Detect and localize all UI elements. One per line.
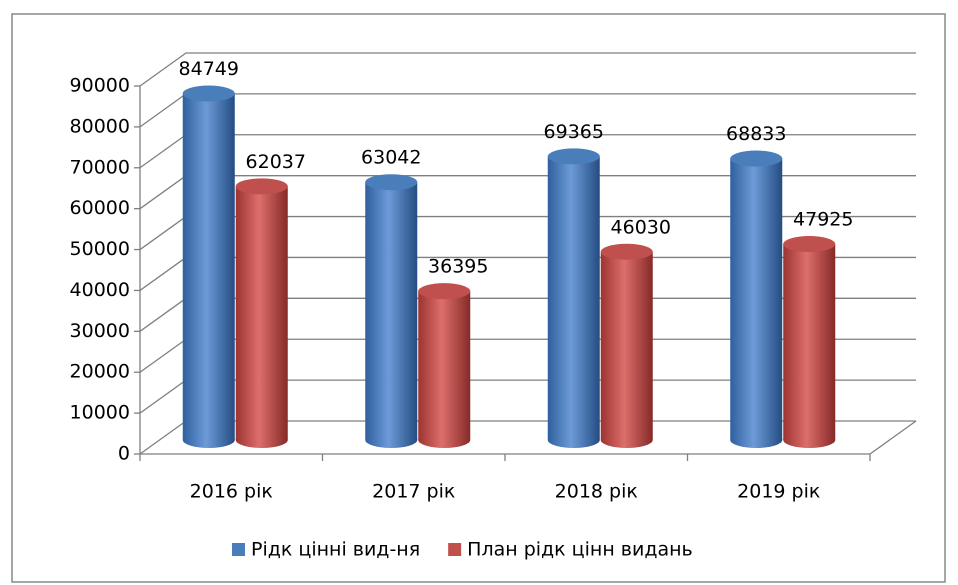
bar-body <box>547 156 600 441</box>
y-tick-label: 70000 <box>70 156 130 178</box>
bar-top <box>783 236 836 253</box>
bar <box>418 283 471 448</box>
legend-swatch <box>232 543 245 556</box>
y-tick-label: 20000 <box>70 361 130 383</box>
y-tick-label: 40000 <box>70 279 130 301</box>
y-tick-label: 30000 <box>70 320 130 342</box>
bar <box>235 178 288 448</box>
grid-line <box>139 52 916 87</box>
bar-body <box>730 158 783 441</box>
legend-swatch <box>448 543 462 556</box>
bar-top <box>235 178 288 195</box>
data-label: 69365 <box>544 121 604 143</box>
bar-top <box>418 283 471 300</box>
data-label: 47925 <box>793 209 853 231</box>
bar-top <box>182 85 235 102</box>
bar <box>182 85 235 448</box>
bar-body <box>418 291 471 440</box>
x-tick-label: 2018 рік <box>555 481 638 503</box>
bar-body <box>783 244 836 440</box>
bar-body <box>235 186 288 440</box>
bar <box>365 174 418 448</box>
bar-body <box>600 251 653 440</box>
bar-top <box>730 150 783 167</box>
bar <box>783 236 836 448</box>
bar-top <box>600 243 653 260</box>
data-label: 46030 <box>611 216 671 238</box>
legend-label: План рідк цінн видань <box>467 539 693 561</box>
bar-body <box>365 182 418 440</box>
bar-top <box>365 174 418 191</box>
x-tick-label: 2019 рік <box>737 481 820 503</box>
y-tick-label: 0 <box>118 443 130 465</box>
bar <box>600 243 653 448</box>
y-tick-label: 50000 <box>70 238 130 260</box>
bar-top <box>547 148 600 165</box>
data-label: 84749 <box>179 58 239 80</box>
y-tick-label: 60000 <box>70 197 130 219</box>
legend-label: Рідк цінні вид-ня <box>251 539 420 561</box>
y-tick-label: 10000 <box>70 402 130 424</box>
data-label: 36395 <box>428 256 488 278</box>
data-label: 62037 <box>246 151 306 173</box>
bar <box>730 150 783 448</box>
data-label: 63042 <box>361 147 421 169</box>
y-tick-label: 80000 <box>70 115 130 137</box>
x-tick-label: 2017 рік <box>372 481 455 503</box>
bar <box>547 148 600 448</box>
x-tick-label: 2016 рік <box>190 481 273 503</box>
data-label: 68833 <box>726 123 786 145</box>
bar-body <box>182 93 235 440</box>
y-tick-label: 90000 <box>70 75 130 97</box>
